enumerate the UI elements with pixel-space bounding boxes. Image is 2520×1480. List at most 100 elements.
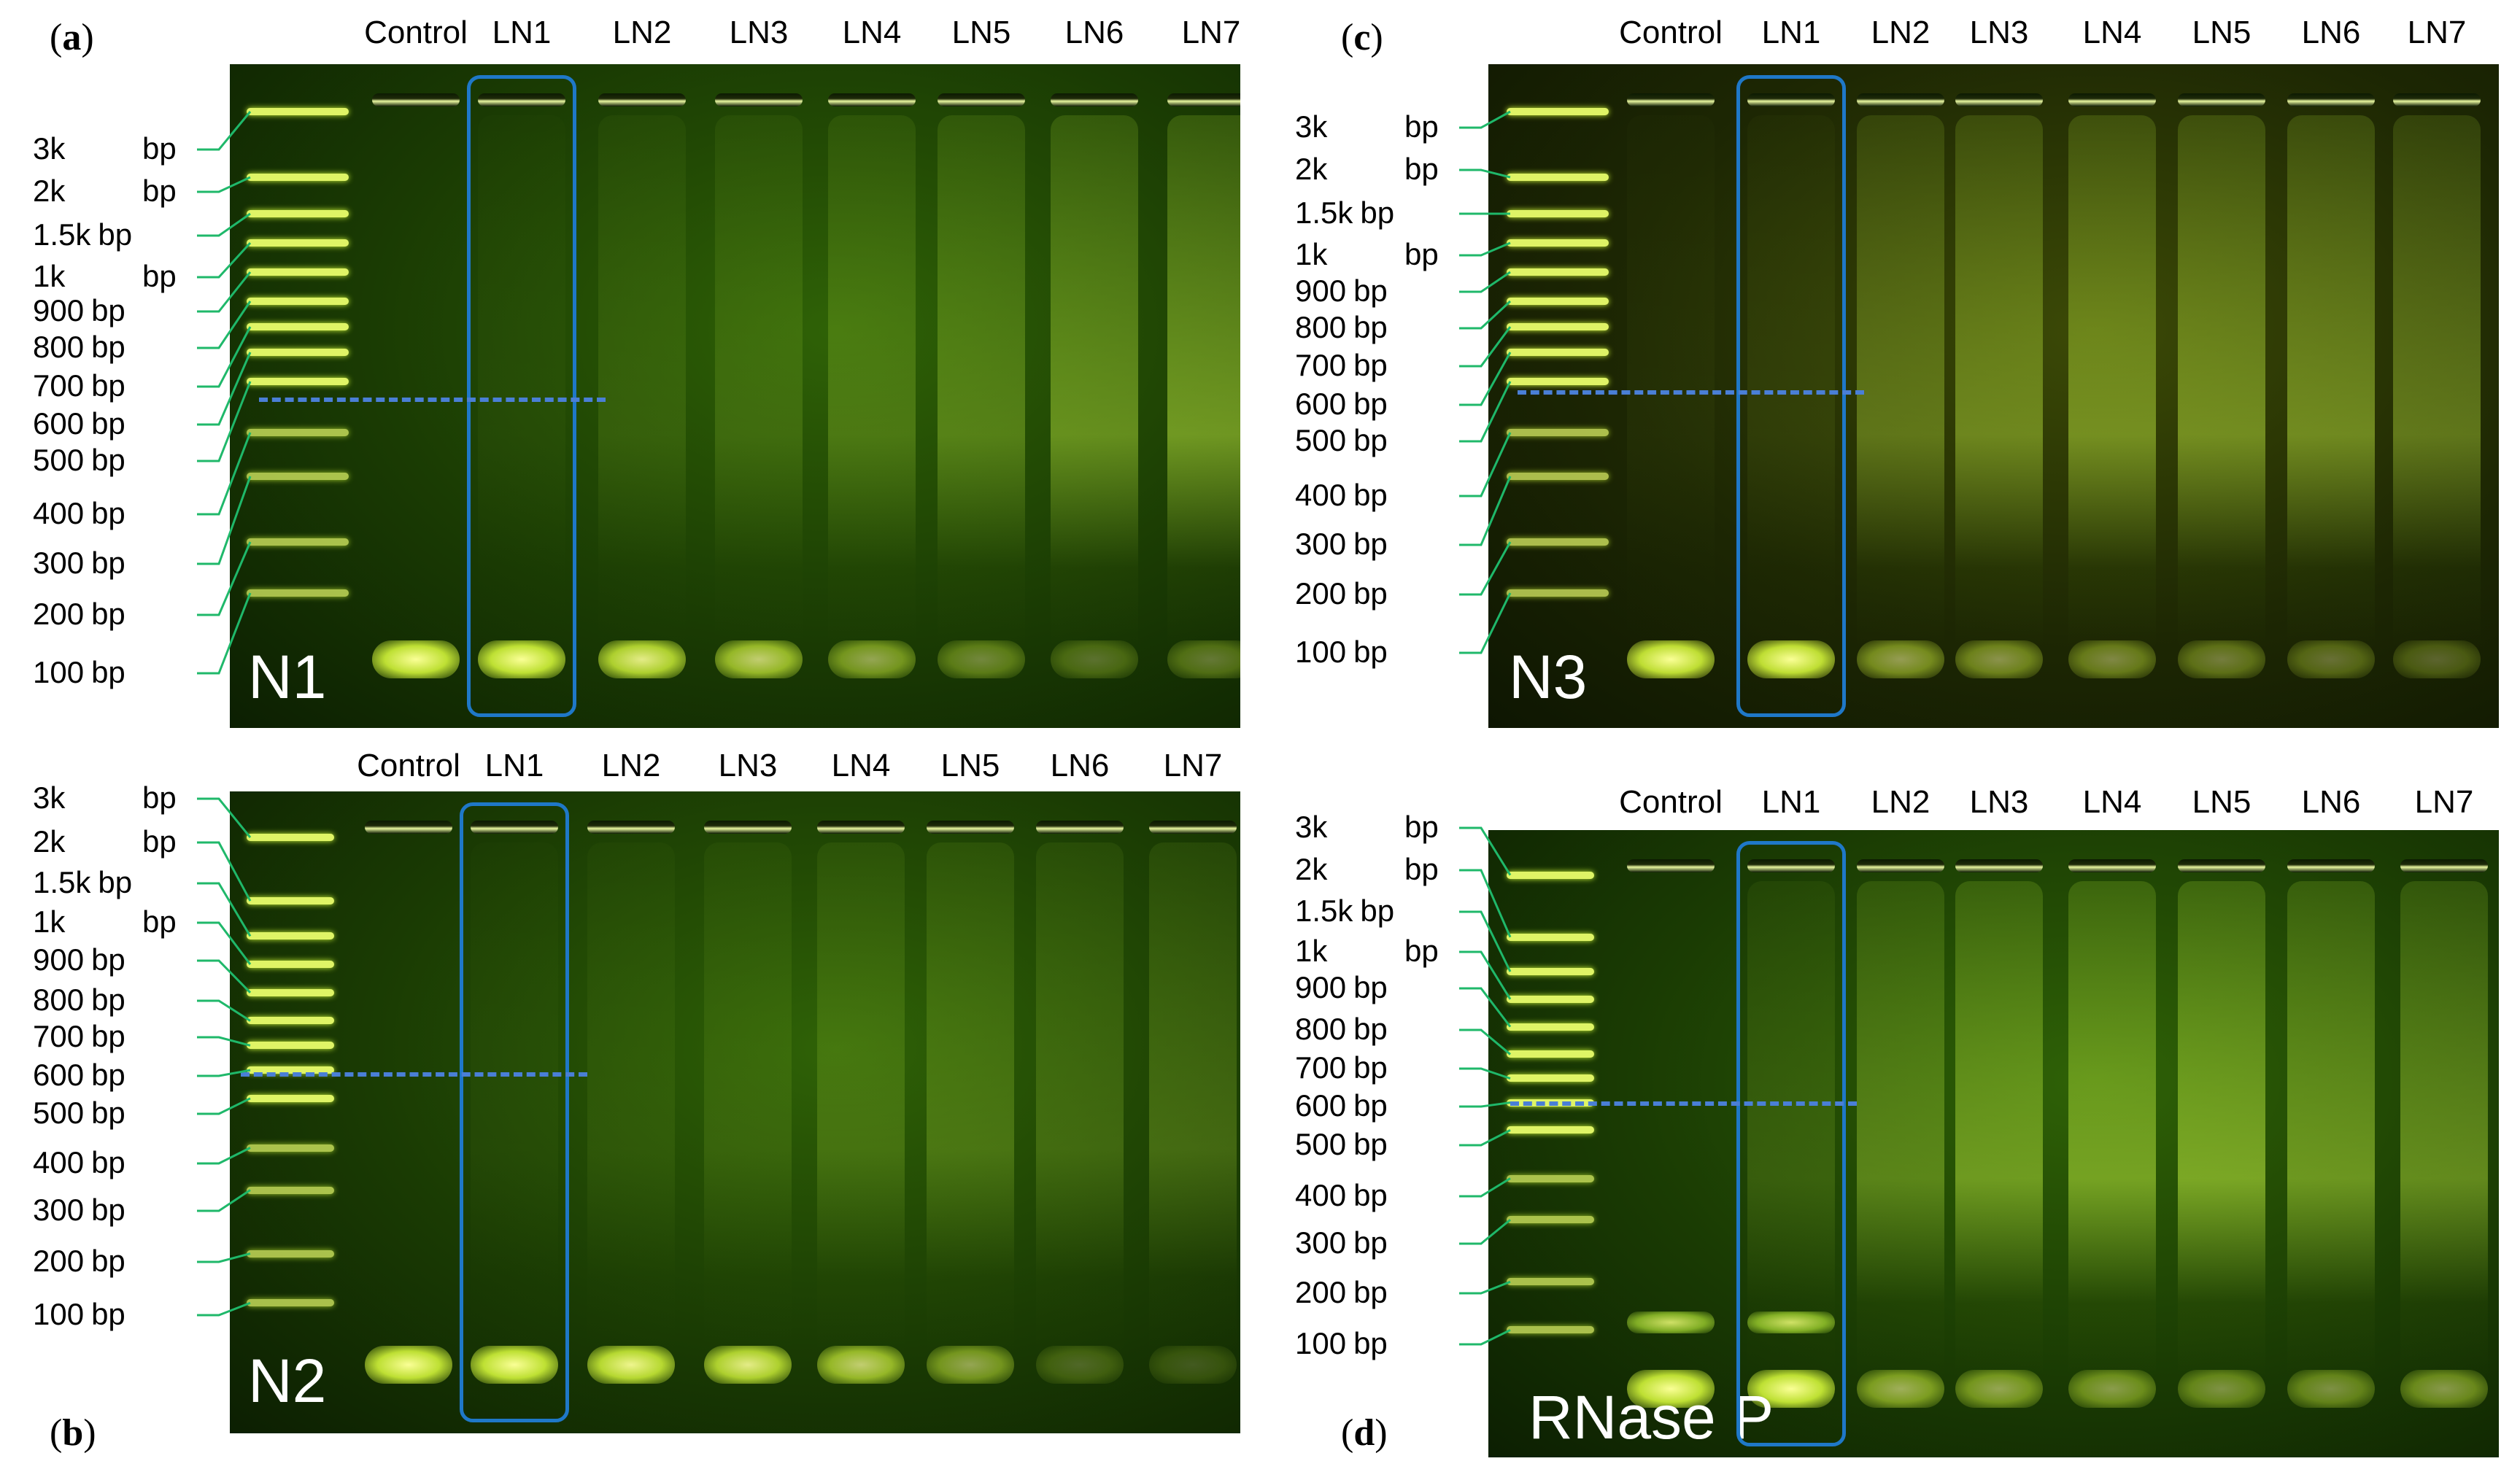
cutoff-dashed-line [259, 398, 606, 402]
ladder-connector-line [1459, 381, 1512, 443]
ladder-band [1507, 108, 1609, 115]
ladder-band [1507, 174, 1609, 181]
ladder-band [1507, 239, 1609, 247]
lane-smear [2393, 115, 2481, 648]
lane-label-ln5: LN5 [940, 748, 1000, 783]
gel-well [1149, 821, 1237, 834]
highlight-box-ln1 [460, 802, 569, 1422]
ladder-connector-line [1459, 1129, 1511, 1147]
lane-smear [478, 115, 565, 648]
ladder-band [1507, 871, 1594, 879]
ladder-connector-line [1459, 168, 1511, 179]
lane-smear [1747, 115, 1835, 648]
ladder-label-700: 700 bp [33, 368, 125, 403]
gel-name-label: N2 [248, 1347, 327, 1415]
ladder-label-3k: 3k bp [33, 131, 177, 166]
band-200bp [1627, 1312, 1715, 1333]
gel-well [1167, 93, 1240, 106]
ladder-connector-line [1459, 950, 1512, 1000]
ladder-band [1507, 210, 1609, 217]
ladder-label-800: 800 bp [1295, 310, 1388, 344]
ladder-band [1507, 378, 1609, 385]
lane-smear [704, 842, 792, 1353]
ladder-band [1507, 1126, 1594, 1134]
lane-label-ln5: LN5 [2192, 15, 2252, 50]
ladder-connector-line [1459, 910, 1512, 972]
ladder-band [1507, 1074, 1594, 1082]
gel-well [1036, 821, 1124, 834]
band-100bp [2178, 640, 2265, 678]
band-100bp [365, 1346, 452, 1384]
ladder-connector-line [1459, 1101, 1511, 1108]
ladder-band [1507, 1326, 1594, 1334]
lane-label-ln3: LN3 [718, 748, 778, 783]
ladder-label-100: 100 bp [1295, 635, 1388, 669]
gel-well [927, 821, 1014, 834]
ladder-connector-line [1459, 1329, 1511, 1346]
ladder-connector-line [197, 1189, 251, 1212]
highlight-box-ln1 [1736, 75, 1846, 717]
ladder-label-3k: 3k bp [33, 780, 177, 815]
band-100bp [2068, 640, 2156, 678]
ladder-connector-line [197, 381, 252, 462]
ladder-band [1507, 538, 1609, 546]
ladder-label-500: 500 bp [33, 1096, 125, 1130]
lane-smear [715, 115, 803, 648]
ladder-connector-line [197, 326, 252, 388]
ladder-band [1507, 933, 1594, 941]
gel-well [1627, 859, 1715, 872]
ladder-band [247, 988, 334, 996]
ladder-label-700: 700 bp [33, 1019, 125, 1053]
ladder-connector-line [197, 241, 252, 279]
gel-well [372, 93, 460, 106]
ladder-label-700: 700 bp [1295, 348, 1388, 382]
ladder-band [1507, 1050, 1594, 1058]
lane-smear [828, 115, 916, 648]
ladder-connector-line [197, 1147, 251, 1165]
ladder-label-400: 400 bp [1295, 478, 1388, 512]
ladder-connector-line [1459, 869, 1512, 938]
ladder-band [247, 834, 334, 842]
ladder-band [247, 323, 349, 330]
band-100bp [1955, 640, 2043, 678]
band-100bp [704, 1346, 792, 1384]
lane-smear [1955, 115, 2043, 648]
cutoff-dashed-line [1518, 390, 1864, 395]
band-100bp [1955, 1370, 2043, 1408]
ladder-band [247, 378, 349, 385]
lane-smear [2400, 881, 2488, 1377]
panel-letter-b: (b) [50, 1412, 96, 1454]
ladder-connector-line [197, 212, 251, 237]
band-100bp [1627, 1370, 1715, 1408]
lane-label-ln1: LN1 [1761, 784, 1821, 820]
panel-letter-a: (a) [50, 17, 94, 58]
ladder-connector-line [197, 959, 252, 993]
ladder-connector-line [197, 999, 251, 1022]
ladder-connector-line [197, 592, 252, 675]
ladder-band [1507, 995, 1594, 1003]
lane-label-ln2: LN2 [601, 748, 661, 783]
highlight-box-ln1 [467, 75, 576, 717]
ladder-label-800: 800 bp [33, 330, 125, 364]
panel-letter-d: (d) [1341, 1412, 1388, 1454]
band-100bp [471, 1346, 558, 1384]
ladder-label-400: 400 bp [33, 1145, 125, 1179]
band-100bp [927, 1346, 1014, 1384]
gel-well [1051, 93, 1138, 106]
lane-label-ln2: LN2 [1871, 784, 1930, 820]
ladder-band [1507, 1174, 1594, 1182]
ladder-label-1k: 1k bp [33, 904, 177, 939]
lane-label-ln7: LN7 [2407, 15, 2467, 50]
band-100bp [1747, 1370, 1835, 1408]
ladder-band [247, 1299, 334, 1307]
ladder-connector-line [197, 841, 252, 902]
gel-well [1747, 93, 1835, 106]
ladder-connector-line [197, 1301, 251, 1317]
band-100bp [478, 640, 565, 678]
ladder-band [247, 1144, 334, 1152]
ladder-band [247, 1094, 334, 1102]
ladder-label-100: 100 bp [33, 655, 125, 689]
ladder-band [247, 1186, 334, 1194]
band-100bp [828, 640, 916, 678]
